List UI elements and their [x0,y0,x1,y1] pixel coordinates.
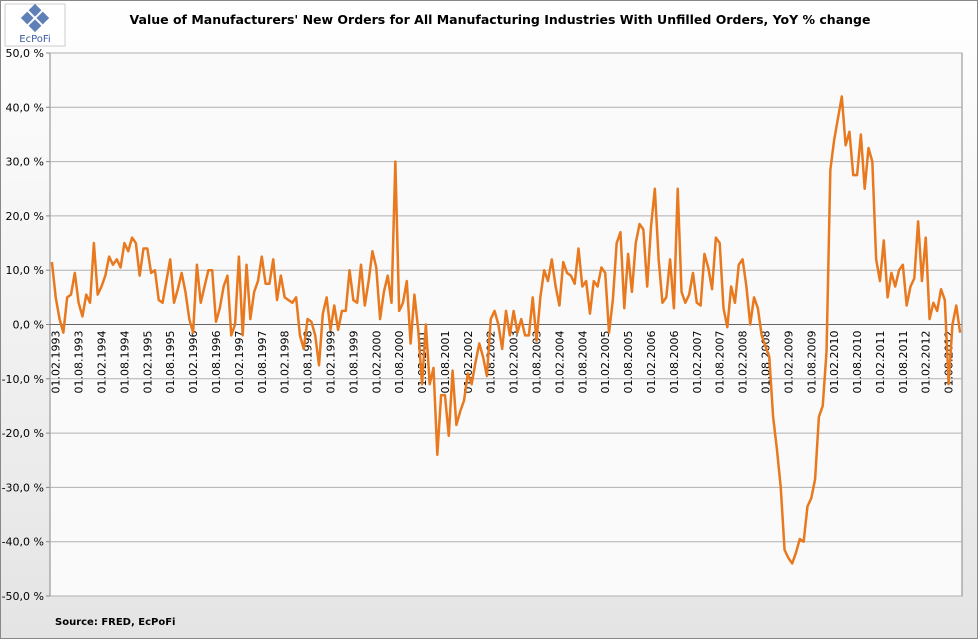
x-tick-label: 01.02.2012 [920,331,933,394]
x-tick-label: 01.08.2000 [393,331,406,394]
x-tick-label: 01.02.2008 [737,331,750,394]
x-tick-label: 01.08.1996 [210,331,223,394]
x-tick-label: 01.02.2009 [782,331,795,394]
y-tick-label: 10,0 % [6,264,44,277]
x-tick-label: 01.08.2004 [576,331,589,394]
x-tick-label: 01.02.2005 [599,331,612,394]
x-tick-label: 01.08.2001 [439,331,452,394]
x-tick-label: 01.08.2009 [805,331,818,394]
x-tick-label: 01.02.2006 [645,331,658,394]
x-tick-label: 01.02.1995 [141,331,154,394]
x-tick-label: 01.08.1999 [347,331,360,394]
logo-text: EcPoFi [19,34,50,45]
y-tick-label: -40,0 % [2,536,44,549]
chart-title: Value of Manufacturers' New Orders for A… [130,12,871,27]
y-tick-label: 0,0 % [13,319,44,332]
x-tick-label: 01.08.1995 [164,331,177,394]
x-tick-label: 01.02.1999 [324,331,337,394]
x-tick-label: 01.02.2010 [828,331,841,394]
x-tick-label: 01.02.1998 [279,331,292,394]
y-tick-label: -50,0 % [2,590,44,603]
x-tick-label: 01.08.2010 [851,331,864,394]
data-line [50,95,962,565]
x-tick-label: 01.02.2007 [691,331,704,394]
y-tick-label: 20,0 % [6,210,44,223]
x-tick-label: 01.02.1996 [187,331,200,394]
x-tick-label: 01.08.2011 [897,331,910,394]
source-note: Source: FRED, EcPoFi [55,617,175,628]
x-tick-label: 01.08.2005 [622,331,635,394]
y-tick-label: -10,0 % [2,373,44,386]
logo: EcPoFi [4,3,66,47]
x-tick-label: 01.08.2008 [759,331,772,394]
x-tick-label: 01.08.1994 [118,331,131,394]
x-tick-label: 01.02.1993 [50,331,63,394]
y-tick-label: 50,0 % [6,47,44,60]
x-tick-label: 01.02.2000 [370,331,383,394]
x-tick-label: 01.08.2007 [714,331,727,394]
y-tick-label: 40,0 % [6,101,44,114]
x-tick-label: 01.02.2004 [553,331,566,394]
x-tick-label: 01.08.1998 [302,331,315,394]
x-tick-label: 01.02.1994 [96,331,109,394]
x-tick-label: 01.08.2003 [531,331,544,394]
x-tick-label: 01.08.1993 [73,331,86,394]
y-tick-label: -30,0 % [2,481,44,494]
x-tick-label: 01.02.1997 [233,331,246,394]
y-tick-label: -20,0 % [2,427,44,440]
x-tick-label: 01.08.2006 [668,331,681,394]
x-tick-label: 01.08.1997 [256,331,269,394]
x-tick-label: 01.02.2011 [874,331,887,394]
y-tick-label: 30,0 % [6,156,44,169]
x-tick-label: 01.02.2003 [508,331,521,394]
